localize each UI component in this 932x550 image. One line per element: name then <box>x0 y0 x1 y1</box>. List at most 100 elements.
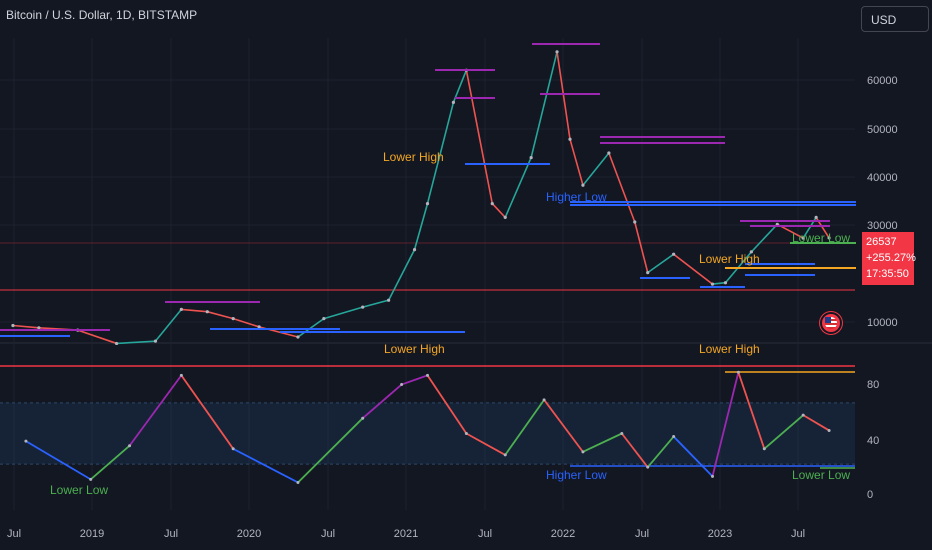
osc-point <box>24 439 28 443</box>
currency-selector-button[interactable]: USD <box>861 6 929 32</box>
price-label: 60000 <box>867 75 898 87</box>
price-point <box>723 281 728 285</box>
price-point <box>529 156 533 160</box>
osc-point <box>736 370 740 374</box>
price-segment <box>181 308 208 313</box>
annotation-osc-higher-low: Higher Low <box>546 468 607 482</box>
price-segment <box>750 223 778 253</box>
price-point <box>555 50 559 54</box>
time-label: 2022 <box>551 528 575 540</box>
chart-title: Bitcoin / U.S. Dollar, 1D, BITSTAMP <box>6 8 198 22</box>
osc-point <box>89 477 93 481</box>
price-segment <box>530 51 558 158</box>
price-point <box>568 137 572 141</box>
annotation-price-lower-high-1: Lower High <box>383 150 444 164</box>
osc-point <box>620 432 624 435</box>
price-point <box>827 236 831 240</box>
osc-point <box>827 428 831 432</box>
osc-point <box>426 373 429 377</box>
price-change: +255.27% <box>866 252 916 264</box>
last-price-badge: 26537 +255.27% 17:35:50 <box>862 232 916 285</box>
osc-segment <box>763 414 804 450</box>
osc-segment <box>711 372 740 477</box>
price-segment <box>387 249 416 301</box>
osc-segment <box>90 445 131 481</box>
us-flag-icon[interactable] <box>820 312 842 334</box>
osc-point <box>128 444 132 448</box>
osc-point <box>464 432 468 435</box>
price-point <box>11 323 15 328</box>
price-segment <box>633 221 649 273</box>
osc-segment <box>401 374 428 386</box>
price-segment <box>582 152 610 186</box>
annotation-osc-lower-low-2: Lower Low <box>792 468 850 482</box>
annotation-price-lower-low: Lower Low <box>792 231 850 245</box>
price-segment <box>12 324 39 329</box>
price-segment <box>413 203 429 250</box>
price-segment <box>556 51 571 140</box>
price-point <box>490 202 494 206</box>
price-point <box>451 100 456 104</box>
price-segment <box>77 329 117 345</box>
price-point <box>361 305 365 309</box>
price-point <box>231 317 235 321</box>
annotation-osc-lower-high-1: Lower High <box>384 342 445 356</box>
price-segment <box>569 138 584 186</box>
annotation-price-lower-high-2: Lower High <box>699 252 760 266</box>
osc-point <box>581 450 585 454</box>
price-point <box>153 339 158 343</box>
price-segment <box>673 253 713 285</box>
price-point <box>412 248 417 252</box>
osc-segment <box>582 432 623 453</box>
osc-point <box>542 398 546 402</box>
osc-segment <box>647 435 675 468</box>
osc-band <box>0 402 855 465</box>
osc-segment <box>297 417 364 484</box>
price-point <box>37 326 41 330</box>
osc-segment <box>802 414 830 432</box>
price-point <box>425 202 430 206</box>
price-segment <box>207 310 234 320</box>
annotation-osc-lower-high-2: Lower High <box>699 342 760 356</box>
price-segment <box>154 308 182 342</box>
osc-point <box>762 447 766 451</box>
osc-segment <box>465 432 506 456</box>
osc-point <box>231 447 235 451</box>
time-label: Jul <box>478 528 492 540</box>
osc-segment <box>621 432 649 468</box>
osc-point <box>179 373 183 377</box>
price-segment <box>647 253 675 274</box>
price-point <box>257 325 261 329</box>
time-label: 2019 <box>80 528 104 540</box>
osc-segment <box>672 435 714 477</box>
price-segment <box>426 102 455 204</box>
price-segment <box>504 157 532 218</box>
price-point <box>672 252 676 256</box>
annotation-osc-lower-low-1: Lower Low <box>50 483 108 497</box>
bar-countdown: 17:35:50 <box>866 268 909 280</box>
osc-point <box>400 383 404 387</box>
osc-point <box>503 453 507 457</box>
price-label: 40000 <box>867 172 898 184</box>
price-point <box>801 236 805 240</box>
price-point <box>749 250 753 254</box>
price-point <box>633 220 637 224</box>
price-segment <box>116 340 156 345</box>
osc-segment <box>504 399 545 456</box>
price-segment <box>362 299 389 308</box>
price-point <box>179 307 183 311</box>
osc-point <box>801 413 805 417</box>
osc-segment <box>426 374 468 435</box>
last-price: 26537 <box>866 236 897 248</box>
price-point <box>581 183 585 187</box>
osc-segment <box>128 374 183 447</box>
price-point <box>296 335 300 339</box>
price-point <box>503 215 507 219</box>
price-label: 50000 <box>867 124 898 136</box>
price-segment <box>465 70 494 204</box>
osc-label: 80 <box>867 379 879 391</box>
time-label: Jul <box>321 528 335 540</box>
price-segment <box>491 203 506 218</box>
price-point <box>710 282 715 286</box>
